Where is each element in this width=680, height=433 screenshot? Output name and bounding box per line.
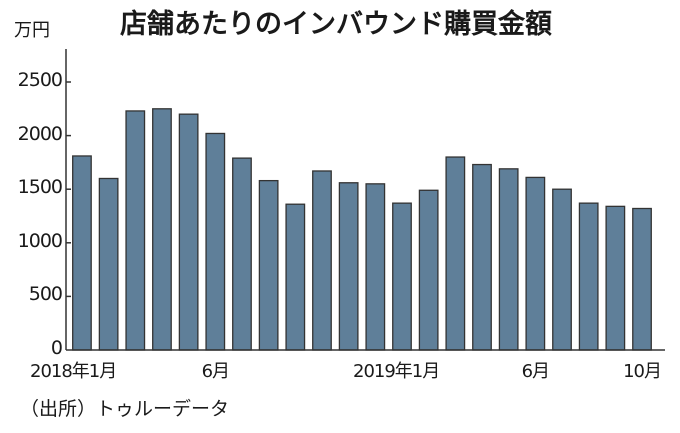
bar: [258, 179, 279, 351]
y-tick-label: 0: [50, 337, 63, 359]
bar: [365, 183, 386, 351]
bar: [232, 157, 252, 351]
bar-series: [72, 108, 652, 351]
x-tick-label: 10月: [623, 361, 662, 382]
source-note: （出所）トゥルーデータ: [20, 398, 230, 420]
bar: [552, 188, 572, 351]
bar: [472, 163, 492, 351]
bar: [312, 170, 332, 351]
bar: [445, 156, 466, 351]
bar: [498, 168, 519, 351]
bar: [152, 108, 172, 351]
y-tick-label: 1500: [17, 176, 63, 199]
bar: [285, 203, 306, 351]
bar: [418, 189, 439, 351]
y-axis-unit: 万円: [14, 20, 50, 41]
y-tick-label: 2000: [17, 122, 63, 145]
bar: [205, 132, 226, 351]
y-tick-label: 1000: [17, 229, 63, 252]
x-tick-label: 6月: [521, 361, 550, 382]
bar: [605, 205, 626, 351]
y-tick-label: 2500: [17, 69, 63, 91]
x-tick-label: 6月: [201, 361, 230, 382]
bar: [98, 177, 119, 351]
bar: [72, 155, 92, 351]
bar: [125, 110, 146, 351]
axes: [65, 49, 665, 351]
bar: [578, 202, 599, 351]
bar: [178, 113, 199, 351]
chart-title: 店舗あたりのインバウンド購買金額: [120, 9, 552, 40]
x-tick-label: 2018年1月: [30, 361, 117, 382]
bar: [632, 207, 652, 351]
bar: [392, 202, 412, 351]
bar: [338, 182, 359, 351]
x-tick-label: 2019年1月: [353, 361, 440, 382]
y-tick-label: 500: [28, 283, 63, 306]
bar: [525, 176, 546, 351]
